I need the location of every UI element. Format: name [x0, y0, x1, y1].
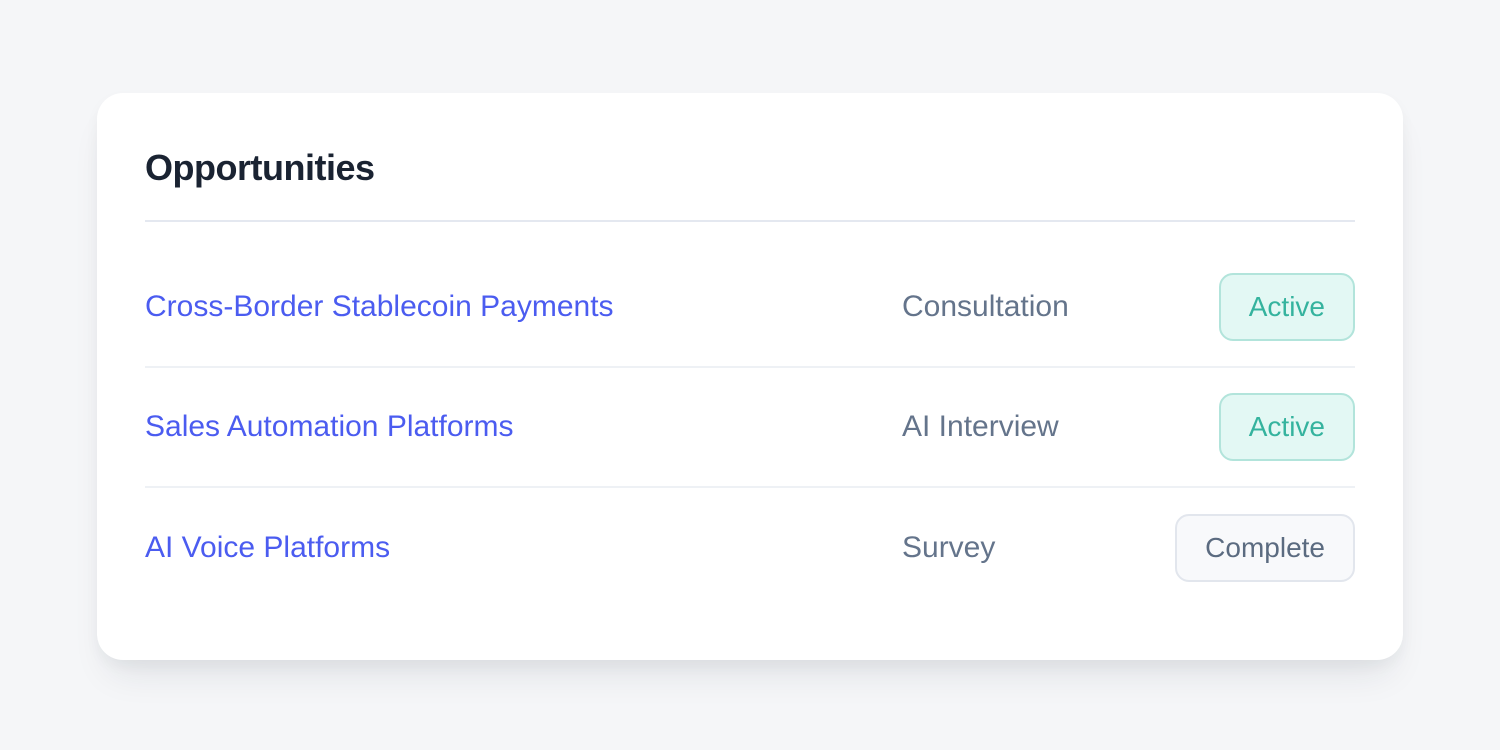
opportunity-type: AI Interview — [902, 410, 1059, 443]
opportunities-card: Opportunities Cross-Border Stablecoin Pa… — [97, 93, 1403, 660]
opportunity-type: Consultation — [902, 290, 1069, 323]
opportunity-link[interactable]: Cross-Border Stablecoin Payments — [145, 290, 614, 323]
opportunity-row: Cross-Border Stablecoin Payments Consult… — [145, 248, 1355, 368]
opportunity-row: AI Voice Platforms Survey Complete — [145, 488, 1355, 608]
opportunities-list: Cross-Border Stablecoin Payments Consult… — [145, 248, 1355, 608]
card-header: Opportunities — [145, 145, 1355, 222]
status-badge[interactable]: Active — [1218, 393, 1355, 461]
opportunity-link[interactable]: AI Voice Platforms — [145, 531, 391, 564]
opportunity-type: Survey — [902, 531, 996, 564]
opportunity-row: Sales Automation Platforms AI Interview … — [145, 368, 1355, 488]
status-badge[interactable]: Complete — [1175, 514, 1355, 582]
opportunity-link[interactable]: Sales Automation Platforms — [145, 410, 514, 443]
status-badge[interactable]: Active — [1218, 273, 1355, 341]
card-title: Opportunities — [145, 147, 375, 188]
